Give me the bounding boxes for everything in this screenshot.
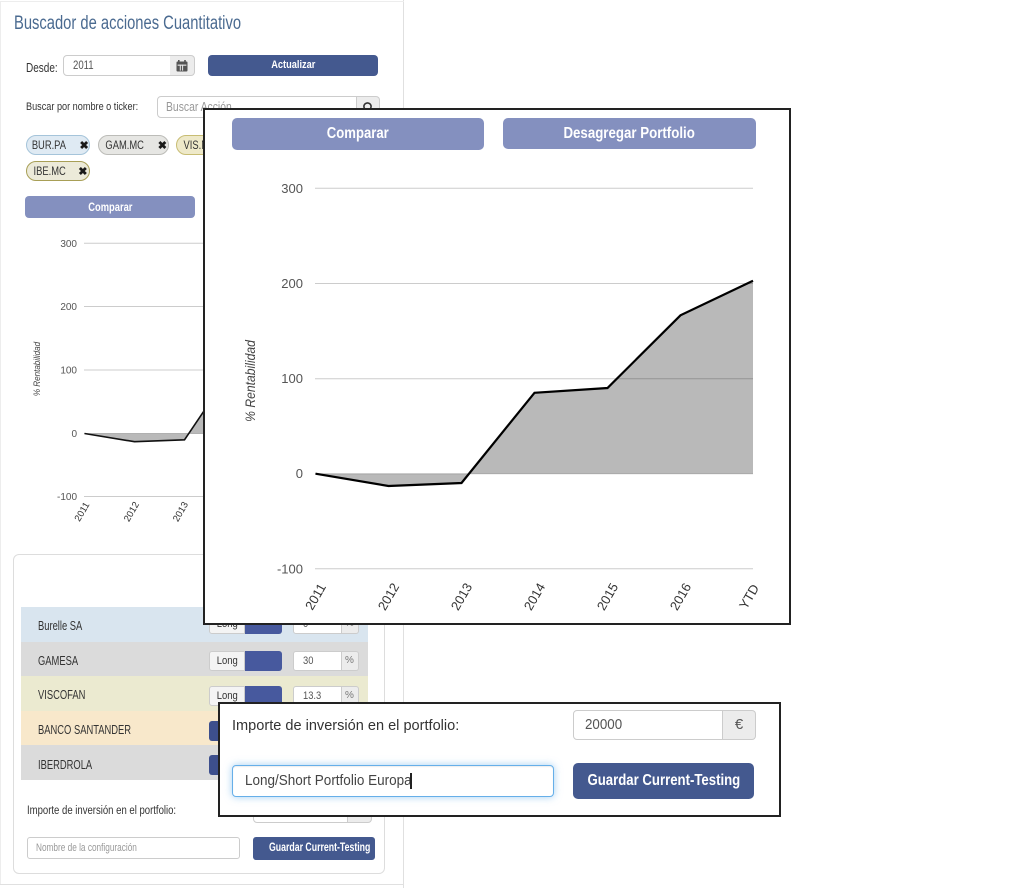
svg-text:200: 200 (281, 276, 303, 291)
svg-text:2012: 2012 (375, 580, 402, 613)
svg-text:YTD: YTD (736, 582, 762, 612)
svg-text:200: 200 (60, 302, 77, 313)
svg-text:2016: 2016 (667, 580, 694, 613)
svg-text:100: 100 (60, 366, 77, 377)
svg-text:% Rentabilidad: % Rentabilidad (245, 339, 258, 421)
svg-text:2013: 2013 (171, 500, 191, 524)
svg-text:100: 100 (281, 371, 303, 386)
svg-text:2011: 2011 (73, 500, 93, 523)
svg-text:300: 300 (281, 181, 303, 196)
svg-text:% Rentabilidad: % Rentabilidad (31, 341, 42, 396)
svg-text:2011: 2011 (302, 581, 329, 613)
svg-text:2015: 2015 (594, 580, 621, 613)
svg-text:-100: -100 (277, 561, 303, 576)
svg-text:0: 0 (71, 429, 77, 440)
svg-text:2014: 2014 (521, 580, 548, 613)
svg-text:-100: -100 (57, 492, 77, 503)
svg-text:0: 0 (296, 466, 303, 481)
svg-text:2013: 2013 (448, 580, 475, 613)
svg-text:2012: 2012 (122, 500, 142, 524)
svg-text:300: 300 (60, 239, 77, 250)
